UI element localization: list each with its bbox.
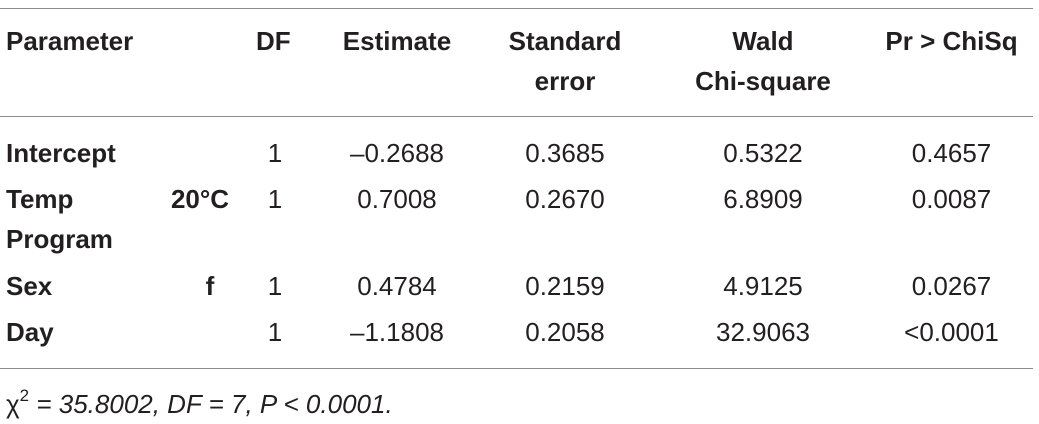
row-intercept-p: 0.4657 — [911, 138, 992, 168]
row-sex-p: 0.0267 — [911, 271, 992, 301]
row-intercept-estimate: –0.2688 — [350, 138, 444, 168]
row-intercept-wald: 0.5322 — [723, 138, 803, 168]
header-wald-line1: Wald — [732, 26, 794, 56]
header-standard-error-line2: error — [534, 66, 596, 96]
row-sex-level: f — [205, 271, 215, 301]
row-day-df: 1 — [267, 317, 283, 347]
row-sex-estimate: 0.4784 — [357, 271, 437, 301]
row-intercept-df: 1 — [267, 138, 283, 168]
row-intercept-se: 0.3685 — [525, 138, 605, 168]
table-footnote: χ2 = 35.8002, DF = 7, P < 0.0001. — [6, 384, 393, 424]
row-temp-wald: 6.8909 — [723, 184, 803, 214]
header-estimate: Estimate — [342, 26, 452, 56]
row-day-wald: 32.9063 — [716, 317, 810, 347]
row-temp-parameter: Temp — [6, 184, 74, 214]
row-sex-parameter: Sex — [6, 271, 53, 301]
row-sex-wald: 4.9125 — [723, 271, 803, 301]
table-top-rule — [0, 8, 1033, 9]
row-temp-parameter-line2: Program — [6, 224, 113, 254]
row-day-se: 0.2058 — [525, 317, 605, 347]
row-temp-se: 0.2670 — [525, 184, 605, 214]
row-sex-df: 1 — [267, 271, 283, 301]
chi-superscript: 2 — [19, 386, 30, 405]
row-day-estimate: –1.1808 — [350, 317, 444, 347]
header-df: DF — [256, 26, 291, 56]
header-wald-line2: Chi-square — [695, 66, 831, 96]
table-header-rule — [0, 116, 1033, 117]
table-bottom-rule — [0, 368, 1033, 369]
row-temp-df: 1 — [267, 184, 283, 214]
row-sex-se: 0.2159 — [525, 271, 605, 301]
header-standard-error-line1: Standard — [508, 26, 622, 56]
header-parameter: Parameter — [6, 26, 134, 56]
chi-symbol: χ — [6, 389, 20, 419]
row-temp-p: 0.0087 — [911, 184, 992, 214]
footnote-text: = 35.8002, DF = 7, P < 0.0001. — [29, 389, 393, 419]
row-temp-estimate: 0.7008 — [357, 184, 437, 214]
row-day-p: <0.0001 — [904, 317, 999, 347]
row-intercept-parameter: Intercept — [6, 138, 116, 168]
row-day-parameter: Day — [6, 317, 54, 347]
header-p-value: Pr > ChiSq — [885, 26, 1018, 56]
row-temp-level: 20°C — [170, 184, 230, 214]
